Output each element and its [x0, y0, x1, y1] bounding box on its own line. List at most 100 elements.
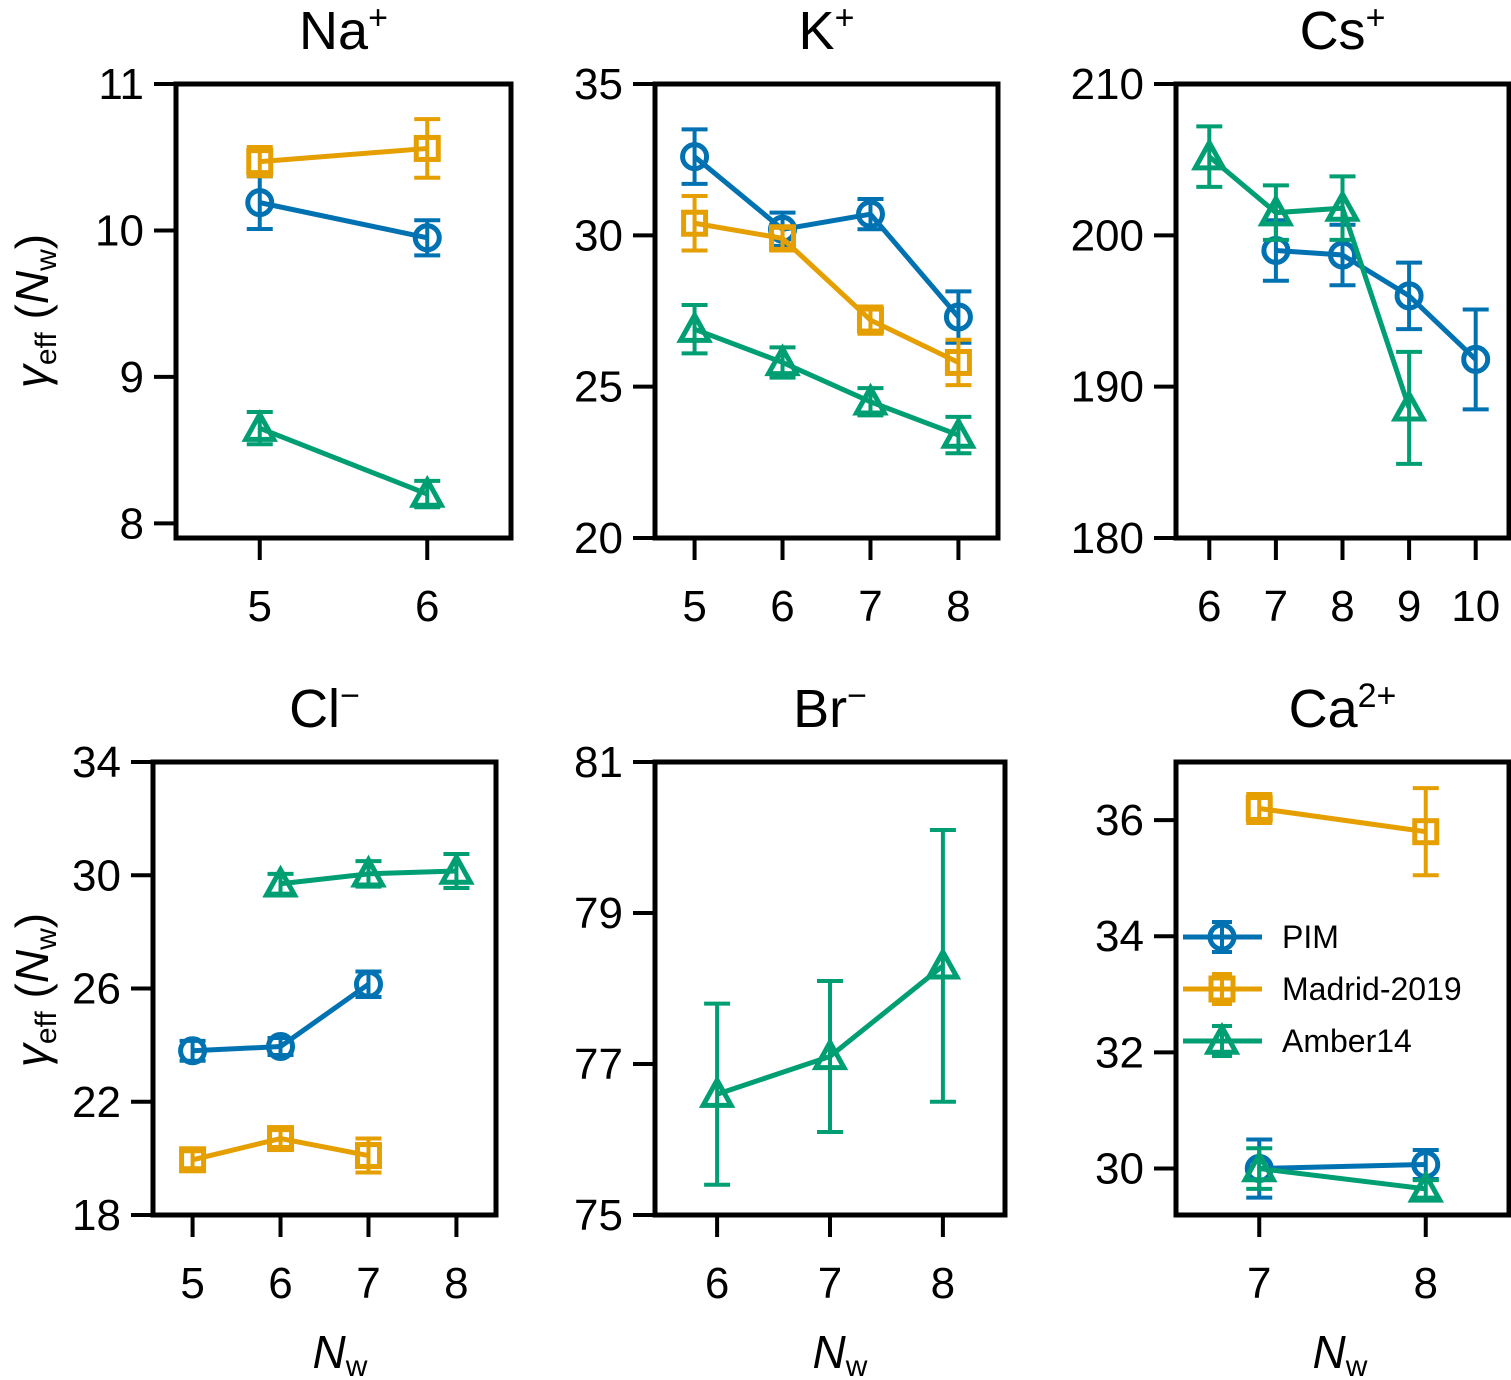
data-point	[1241, 1149, 1278, 1183]
x-tick-label: 6	[415, 582, 439, 631]
legend-label: Amber14	[1282, 1023, 1412, 1059]
legend-label: PIM	[1282, 919, 1339, 955]
panel-4: 75 77 79 81 6 7 8 Br−	[574, 677, 1008, 1308]
y-tick-label: 36	[1095, 796, 1144, 845]
data-point	[266, 1032, 296, 1062]
series-pim	[178, 969, 383, 1066]
plot-frame	[652, 81, 1001, 541]
y-tick-label: 34	[72, 738, 121, 787]
y-tick-label: 200	[1071, 211, 1144, 260]
series-line	[1275, 247, 1478, 362]
data-point	[267, 1125, 295, 1153]
data-point	[413, 134, 441, 162]
legend-marker	[1208, 975, 1236, 1003]
legend-entry-pim: PIM	[1183, 919, 1339, 955]
data-point	[811, 1037, 849, 1071]
series-pim	[1261, 218, 1491, 412]
panel-title: Cs+	[1300, 0, 1386, 61]
data-point	[179, 1146, 207, 1174]
series-amber14	[698, 827, 962, 1187]
data-point	[764, 343, 801, 377]
data-point	[680, 142, 710, 172]
y-tick-label: 180	[1071, 514, 1144, 563]
data-point	[943, 302, 973, 332]
x-tick-label: 10	[1451, 582, 1500, 631]
y-tick-label: 210	[1071, 60, 1144, 109]
x-tick-label: 7	[356, 1259, 380, 1308]
series-pim	[245, 174, 442, 258]
data-point	[1328, 240, 1357, 270]
y-axis-label: γeff (Nw)	[6, 913, 63, 1067]
series-amber14	[1241, 1146, 1444, 1203]
data-point	[1390, 388, 1428, 422]
series-madrid-2019	[1245, 786, 1440, 878]
legend-entry-amber14: Amber14	[1183, 1021, 1412, 1059]
legend-entry-madrid-2019: Madrid-2019	[1183, 971, 1462, 1007]
x-tick-label: 7	[858, 582, 882, 631]
data-point	[412, 223, 442, 253]
x-tick-label: 9	[1397, 582, 1421, 631]
data-point	[1191, 137, 1228, 171]
data-point	[676, 310, 713, 343]
data-point	[681, 209, 709, 237]
y-tick-label: 11	[98, 60, 144, 109]
x-tick-label: 5	[180, 1259, 204, 1308]
legend-marker	[1207, 922, 1237, 952]
series-madrid-2019	[179, 1125, 382, 1175]
series-line	[258, 425, 429, 497]
y-tick-label: 34	[1095, 912, 1144, 961]
panel-title: K+	[799, 0, 855, 61]
data-point	[1412, 818, 1440, 846]
y-tick-label: 30	[72, 851, 121, 900]
panel-title: Na+	[299, 0, 388, 61]
series-amber14	[262, 851, 475, 898]
data-point	[1407, 1169, 1444, 1203]
series-madrid-2019	[246, 117, 441, 180]
series-madrid-2019	[681, 193, 972, 388]
x-tick-label: 8	[1330, 582, 1354, 631]
y-tick-label: 18	[72, 1191, 121, 1240]
panel-3: 18 22 26 30 34 5 6 7 8 Cl−	[72, 677, 499, 1308]
series-amber14	[676, 302, 977, 456]
y-tick-label: 77	[574, 1040, 623, 1089]
y-tick-label: 22	[72, 1078, 121, 1127]
data-point	[246, 148, 274, 176]
data-point	[1245, 794, 1273, 822]
panel-title: Cl−	[289, 677, 360, 739]
x-axis-label: Nw	[313, 1326, 368, 1380]
legend-marker	[1203, 1021, 1241, 1055]
series-amber14	[241, 409, 446, 510]
legend: PIM Madrid-2019 Amber14	[1183, 919, 1462, 1059]
data-point	[1324, 188, 1361, 222]
x-tick-label: 7	[1247, 1259, 1271, 1308]
data-point	[852, 382, 889, 416]
panel-2: 180 190 200 210 6 7 8 9 10 Cs+	[1071, 0, 1511, 631]
series-line	[1258, 805, 1427, 835]
data-point	[353, 969, 383, 999]
y-tick-label: 10	[95, 206, 144, 255]
panel-title: Ca2+	[1289, 677, 1397, 739]
y-tick-label: 20	[574, 514, 623, 563]
series-pim	[680, 127, 973, 345]
series-line	[259, 200, 428, 241]
series-line	[1259, 1161, 1426, 1172]
x-axis-label: Nw	[813, 1326, 868, 1380]
series-amber14	[1191, 124, 1428, 466]
x-tick-label: 7	[818, 1259, 842, 1308]
data-point	[245, 188, 275, 218]
data-point	[855, 199, 885, 229]
y-tick-label: 26	[72, 965, 121, 1014]
data-point	[1257, 193, 1295, 227]
x-tick-label: 6	[1197, 582, 1221, 631]
panel-1: 20 25 30 35 5 6 7 8 K+	[574, 0, 1001, 631]
y-tick-label: 35	[574, 60, 623, 109]
y-tick-label: 81	[574, 738, 623, 787]
data-point	[350, 854, 387, 888]
data-point	[856, 306, 884, 334]
y-tick-label: 32	[1095, 1028, 1144, 1077]
x-tick-label: 6	[705, 1259, 729, 1308]
x-tick-label: 5	[682, 582, 706, 631]
data-point	[178, 1036, 208, 1066]
y-tick-label: 79	[574, 889, 623, 938]
